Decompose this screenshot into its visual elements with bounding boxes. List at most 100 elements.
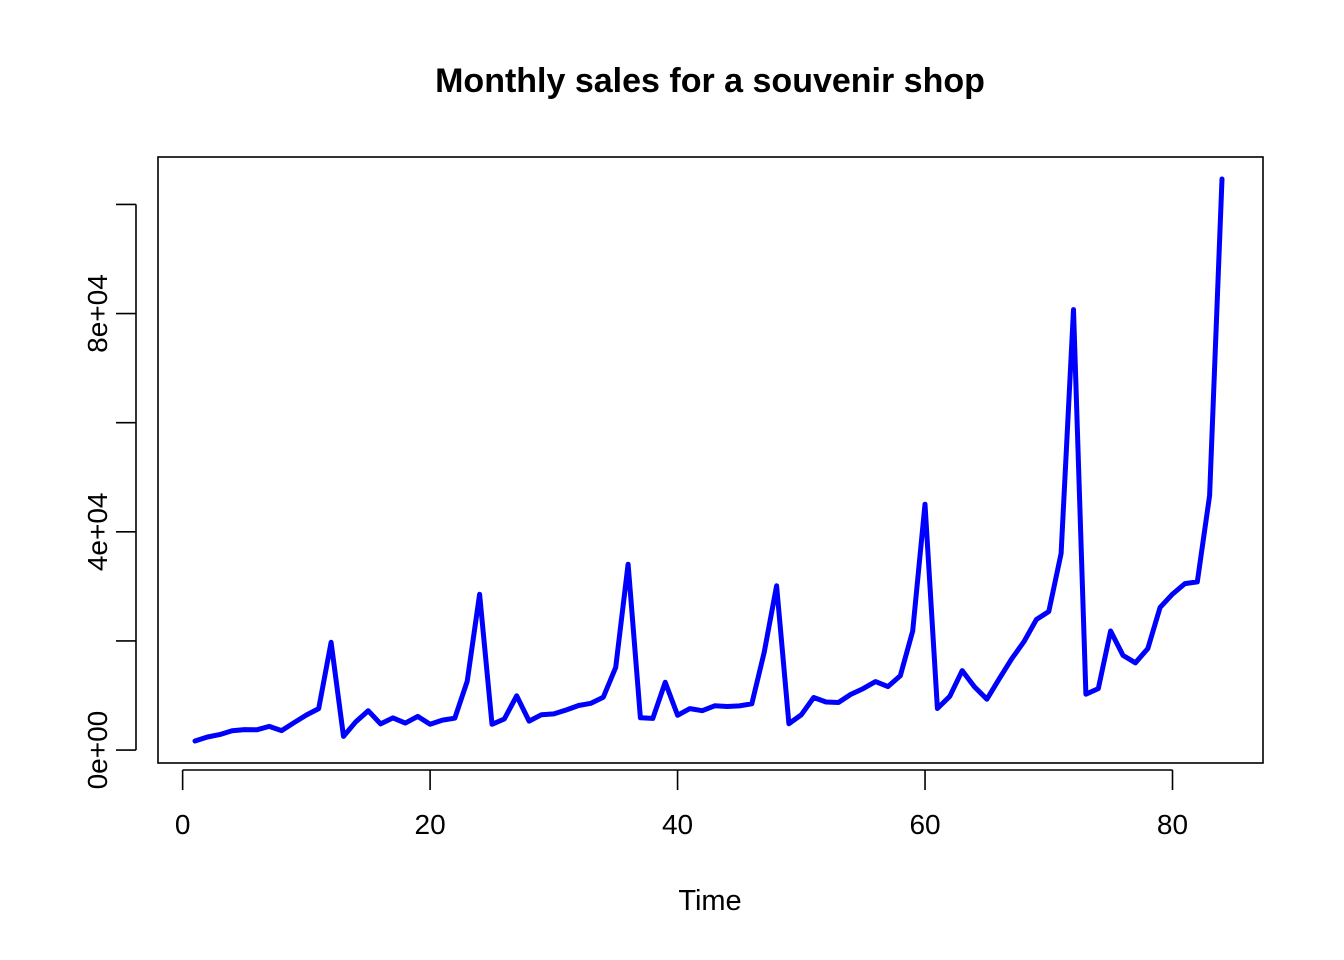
x-tick-label: 20 bbox=[415, 809, 446, 840]
data-point bbox=[292, 721, 296, 725]
x-tick-label: 60 bbox=[909, 809, 940, 840]
data-point bbox=[1109, 629, 1113, 633]
data-point bbox=[540, 713, 543, 717]
data-point bbox=[453, 716, 457, 720]
data-point bbox=[1208, 494, 1212, 498]
data-point bbox=[997, 677, 1001, 681]
data-point bbox=[441, 718, 444, 722]
data-point bbox=[713, 704, 717, 708]
data-point bbox=[762, 650, 766, 654]
data-point bbox=[898, 674, 902, 678]
data-point bbox=[849, 692, 853, 696]
x-axis-label: Time bbox=[678, 885, 741, 917]
sales-series-line bbox=[192, 176, 1225, 744]
data-point bbox=[973, 685, 976, 689]
data-point bbox=[1072, 308, 1075, 312]
data-point bbox=[329, 640, 333, 644]
data-point bbox=[280, 729, 284, 733]
data-point bbox=[243, 728, 246, 732]
y-tick-label: 4e+04 bbox=[82, 493, 113, 572]
data-point bbox=[1121, 653, 1125, 657]
data-point bbox=[366, 709, 370, 713]
data-point bbox=[478, 592, 482, 596]
data-point bbox=[874, 680, 877, 684]
data-point bbox=[985, 697, 989, 701]
data-point bbox=[230, 729, 234, 733]
data-point bbox=[403, 721, 407, 725]
data-point bbox=[1059, 552, 1063, 555]
data-point bbox=[416, 714, 420, 718]
data-point bbox=[911, 629, 915, 633]
data-point bbox=[1183, 582, 1187, 586]
data-point bbox=[502, 717, 506, 721]
data-point bbox=[626, 562, 630, 566]
data-point bbox=[1158, 605, 1162, 609]
data-point bbox=[304, 713, 308, 717]
data-point bbox=[255, 728, 259, 732]
data-point bbox=[750, 702, 754, 706]
data-point bbox=[614, 665, 618, 669]
data-point bbox=[1047, 610, 1051, 613]
data-point bbox=[1220, 177, 1224, 181]
data-point bbox=[1084, 692, 1088, 696]
data-point bbox=[205, 735, 209, 739]
data-point bbox=[799, 713, 803, 717]
data-point bbox=[317, 707, 321, 711]
y-tick-label: 0e+00 bbox=[82, 711, 113, 790]
data-point bbox=[465, 679, 469, 683]
data-point bbox=[861, 687, 865, 691]
data-point bbox=[836, 701, 840, 704]
data-point bbox=[428, 722, 432, 726]
data-point bbox=[700, 709, 704, 713]
data-point bbox=[1195, 580, 1199, 584]
data-point bbox=[787, 722, 791, 726]
data-point bbox=[960, 669, 964, 673]
data-point bbox=[527, 719, 531, 723]
data-point bbox=[676, 713, 680, 717]
data-point bbox=[688, 707, 692, 711]
data-point bbox=[379, 722, 383, 726]
data-point bbox=[267, 724, 271, 728]
data-point bbox=[737, 704, 741, 708]
x-tick-label: 40 bbox=[662, 809, 693, 840]
data-point bbox=[923, 502, 927, 506]
data-point bbox=[515, 694, 519, 698]
data-point bbox=[552, 712, 556, 716]
data-point bbox=[1010, 657, 1014, 661]
data-point bbox=[663, 680, 667, 684]
data-point bbox=[775, 584, 779, 588]
x-tick-label: 80 bbox=[1157, 809, 1188, 840]
y-tick-label: 8e+04 bbox=[82, 274, 113, 353]
data-point bbox=[638, 716, 642, 720]
data-point bbox=[824, 700, 828, 704]
data-point bbox=[577, 704, 581, 707]
data-point bbox=[935, 707, 939, 710]
data-point bbox=[354, 720, 358, 724]
data-point bbox=[218, 733, 222, 737]
x-axis: 0 20 40 60 80 bbox=[175, 769, 1188, 840]
data-point bbox=[886, 685, 890, 689]
data-point bbox=[589, 701, 593, 705]
data-point bbox=[490, 722, 494, 726]
data-point bbox=[1146, 647, 1150, 651]
data-point bbox=[1133, 661, 1137, 665]
data-point bbox=[601, 695, 605, 699]
y-axis: 0e+00 4e+04 8e+04 bbox=[82, 203, 137, 790]
data-point bbox=[948, 694, 952, 698]
data-point bbox=[725, 705, 729, 708]
data-point bbox=[342, 734, 345, 738]
data-point bbox=[1034, 618, 1038, 621]
data-point bbox=[1022, 640, 1026, 644]
data-point bbox=[564, 708, 568, 712]
chart-title: Monthly sales for a souvenir shop bbox=[435, 62, 985, 100]
x-tick-label: 0 bbox=[175, 809, 191, 840]
data-point bbox=[812, 696, 816, 699]
data-point bbox=[1096, 687, 1100, 691]
data-point bbox=[1171, 592, 1174, 596]
plot-area-border bbox=[157, 156, 1264, 764]
data-point bbox=[651, 716, 655, 720]
data-point bbox=[193, 739, 197, 743]
series-layer bbox=[192, 176, 1225, 744]
